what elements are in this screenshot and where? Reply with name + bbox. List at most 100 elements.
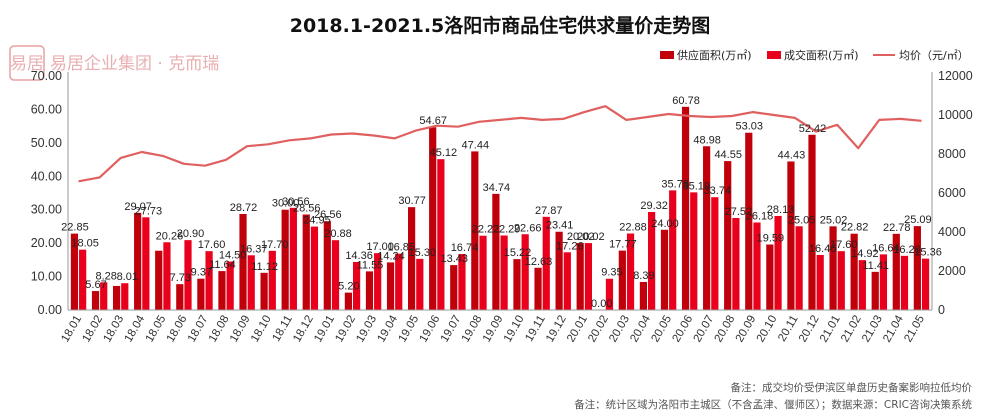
data-label-deal: 8.28: [95, 270, 116, 282]
bar-supply: [913, 226, 921, 310]
bar-supply: [176, 284, 184, 310]
y-left-tick-label: 50.00: [31, 136, 62, 150]
data-label-supply: 44.55: [714, 149, 742, 161]
bar-deal: [142, 217, 150, 310]
data-label-deal: 18.05: [71, 238, 99, 250]
bar-supply: [850, 233, 858, 310]
note-line-2: 备注：统计区域为洛阳市主城区（不含孟津、偃师区）；数据来源：CRIC咨询决策系统: [574, 398, 972, 411]
y-axis-left: 0.00 10.00 20.00 30.00 40.00 50.00 60.00 70.00: [31, 69, 69, 317]
x-tick-label: 19.09: [481, 314, 506, 345]
data-label-supply: 48.98: [693, 134, 721, 146]
bar-deal: [711, 197, 719, 310]
x-tick-label: 18.08: [207, 314, 232, 345]
y-right-tick-label: 4000: [938, 225, 966, 239]
bar-deal: [542, 216, 550, 310]
bar-deal: [584, 243, 592, 310]
data-label-deal: 22.29: [493, 223, 521, 235]
data-label-supply: 7.73: [170, 272, 191, 284]
y-right-tick-label: 2000: [938, 264, 966, 278]
data-label-supply: 52.42: [799, 123, 827, 135]
data-label-supply: 60.78: [672, 95, 700, 107]
bar-deal: [521, 234, 529, 310]
bar-deal: [100, 282, 108, 310]
data-label-deal: 15.30: [409, 247, 437, 259]
x-tick-label: 19.08: [460, 314, 485, 345]
legend: 供应面积(万㎡) 成交面积(万㎡) 均价（元/㎡）: [660, 48, 969, 62]
bar-deal: [753, 222, 761, 310]
x-tick-label: 20.02: [586, 314, 611, 345]
data-label-deal: 27.73: [135, 205, 163, 217]
data-label-supply: 22.82: [841, 222, 869, 234]
bar-deal: [163, 242, 171, 310]
watermark-logo-icon: [9, 45, 45, 81]
x-tick-label: 19.07: [439, 314, 464, 345]
y-left-tick-label: 60.00: [31, 102, 62, 116]
bar-supply: [745, 132, 753, 310]
x-tick-label: 19.12: [544, 314, 569, 345]
bar-supply: [787, 161, 795, 310]
x-tick-label: 19.05: [397, 314, 422, 345]
x-tick-label: 18.01: [59, 314, 84, 345]
data-label-deal: 14.36: [345, 250, 373, 262]
x-tick-label: 18.12: [291, 314, 316, 345]
bar-deal: [226, 261, 234, 310]
x-tick-label: 18.09: [228, 314, 253, 345]
data-label-supply: 34.74: [483, 182, 511, 194]
price-line-layer: [78, 105, 922, 183]
bar-deal: [690, 192, 698, 310]
bar-deal: [879, 254, 888, 310]
data-label-supply: 23.41: [546, 220, 574, 232]
x-tick-label: 18.03: [101, 314, 126, 345]
bar-deal: [79, 249, 87, 310]
data-label-supply: 25.02: [820, 214, 848, 226]
bar-supply: [365, 271, 374, 310]
data-label-deal: 22.88: [619, 222, 647, 234]
legend-label-deal: 成交面积(万㎡): [784, 48, 859, 62]
data-label-deal: 17.60: [198, 239, 226, 251]
bar-supply: [555, 231, 563, 310]
bar-deal: [331, 240, 340, 310]
bar-deal: [669, 190, 677, 310]
x-tick-label: 18.04: [123, 313, 148, 344]
bar-supply: [429, 127, 437, 310]
data-label-supply: 28.72: [230, 202, 258, 214]
data-label-supply: 8.39: [633, 270, 654, 282]
data-label-supply: 5.20: [338, 281, 359, 293]
data-label-supply: 29.07: [124, 201, 152, 213]
data-label-supply: 11.12: [251, 261, 278, 273]
data-label-supply: 5.67: [85, 279, 106, 291]
bar-supply: [239, 213, 247, 310]
data-label-deal: 20.26: [156, 230, 184, 242]
data-label-supply: 26.56: [314, 209, 342, 221]
bar-deal: [816, 254, 824, 310]
data-label-supply: 11.41: [862, 260, 889, 272]
data-label-deal: 16.20: [893, 244, 921, 256]
data-label-supply: 11.55: [357, 259, 384, 271]
bar-deal: [774, 215, 782, 310]
data-label-supply: 30.00: [272, 198, 300, 210]
data-label-deal: 26.18: [746, 210, 774, 222]
data-label-supply: 47.44: [462, 139, 490, 151]
data-label-supply: 54.67: [419, 115, 447, 127]
bar-deal: [437, 159, 445, 310]
bar-supply: [155, 250, 163, 310]
x-tick-label: 21.03: [860, 314, 885, 345]
bar-supply: [260, 272, 268, 310]
bar-deal: [858, 260, 866, 310]
data-label-supply: 15.22: [504, 247, 532, 259]
x-tick-label: 19.03: [354, 314, 379, 345]
bar-deal: [184, 240, 192, 310]
data-label-deal: 22.66: [514, 222, 542, 234]
bar-supply: [91, 291, 100, 310]
x-tick-label: 18.02: [80, 314, 105, 345]
bar-supply: [70, 233, 79, 310]
bar-deal: [732, 218, 740, 310]
y-left-tick-label: 20.00: [31, 236, 62, 250]
x-tick-label: 19.06: [418, 314, 443, 345]
bar-supply: [871, 271, 879, 310]
data-label-deal: 17.00: [366, 241, 394, 253]
data-label-deal: 25.05: [788, 214, 816, 226]
y-left-tick-label: 30.00: [31, 203, 62, 217]
bar-supply: [766, 244, 774, 310]
